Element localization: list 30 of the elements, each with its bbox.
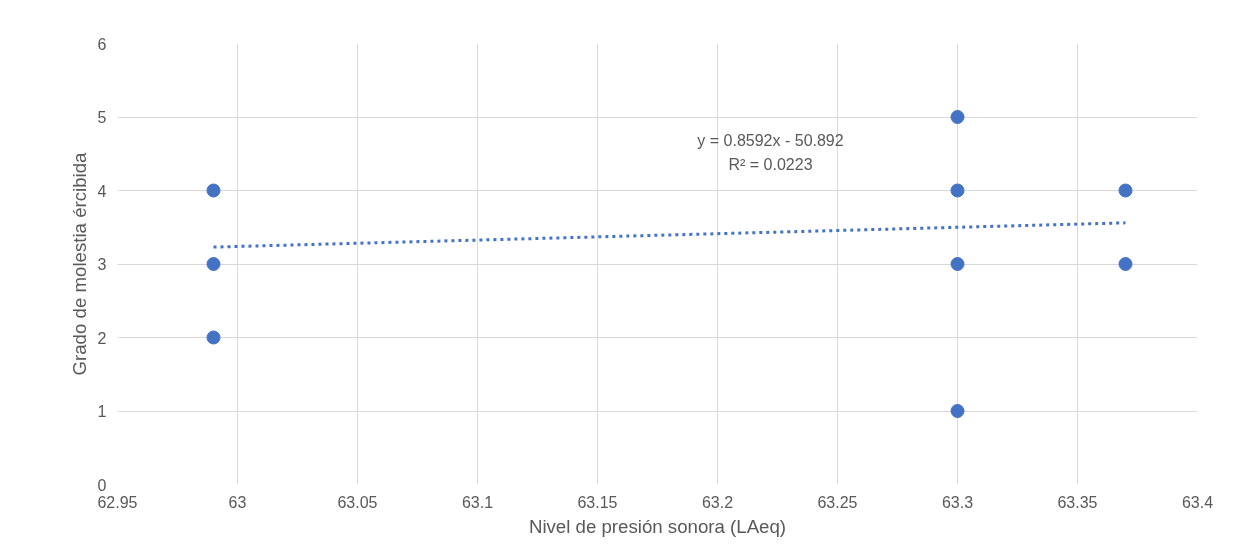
x-tick-label: 63.15 xyxy=(577,493,618,511)
y-tick-label: 1 xyxy=(97,403,107,420)
y-axis-title: Grado de molestia ércibida xyxy=(68,151,90,376)
point xyxy=(206,183,221,198)
x-tick-label: 63.2 xyxy=(701,493,734,511)
x-tick-label: 63.35 xyxy=(1057,493,1098,511)
point xyxy=(206,257,221,271)
x-tick-label: 62.95 xyxy=(97,493,138,511)
x-axis-title: Nivel de presión sonora (LAeq) xyxy=(528,515,787,537)
x-tick-label: 63.3 xyxy=(941,493,974,511)
point xyxy=(950,110,965,124)
annotation: y = 0.8592x - 50.892 xyxy=(697,131,844,149)
y-tick-label: 5 xyxy=(97,109,107,126)
y-tick-label: 0 xyxy=(97,476,107,494)
annotation: R² = 0.0223 xyxy=(728,155,813,173)
x-tick-label: 63 xyxy=(228,493,247,511)
point xyxy=(1118,183,1133,198)
point xyxy=(950,183,965,198)
point xyxy=(950,404,965,418)
point xyxy=(950,257,965,271)
x-tick-label: 63.4 xyxy=(1181,493,1214,511)
y-tick-label: 4 xyxy=(97,182,107,200)
y-tick-label: 3 xyxy=(97,256,107,273)
point xyxy=(206,330,221,345)
x-tick-label: 63.25 xyxy=(817,493,858,511)
y-tick-label: 2 xyxy=(97,329,107,347)
x-tick-label: 63.1 xyxy=(461,493,494,511)
x-tick-label: 63.05 xyxy=(337,493,378,511)
point xyxy=(1118,257,1133,271)
y-tick-label: 6 xyxy=(97,35,107,53)
